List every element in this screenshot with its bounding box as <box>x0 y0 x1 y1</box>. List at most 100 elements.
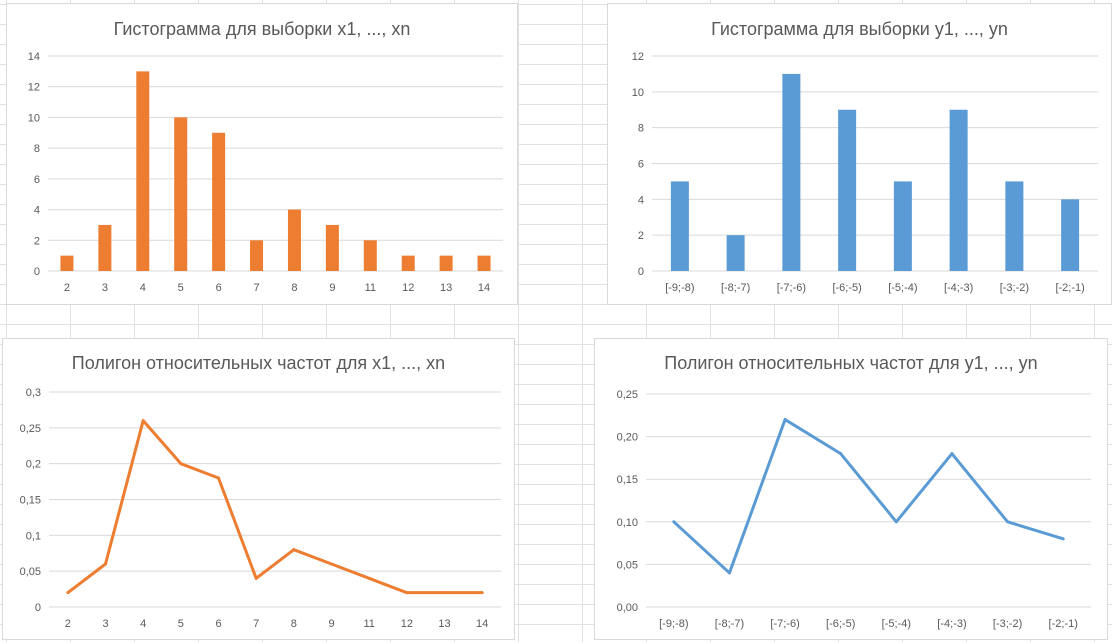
data-point <box>480 591 484 595</box>
x-tick-label: 7 <box>253 618 259 630</box>
polygon-y-plot: 0,00 0,05 0,10 0,15 0,20 0,25 [-9;-8) [-8;-7) [-… <box>617 389 1091 630</box>
x-tick-label: [-4;-3) <box>944 282 973 294</box>
y-tick-label: 0,00 <box>617 602 638 614</box>
x-tick-label: [-3;-2) <box>1000 282 1029 294</box>
data-point <box>141 419 145 423</box>
bar <box>838 109 857 271</box>
series-line <box>66 419 483 595</box>
y-tick-label: 4 <box>34 205 40 217</box>
x-tick-label: [-9;-8) <box>665 282 694 294</box>
y-tick-label: 0,3 <box>26 387 41 399</box>
y-tick-label: 4 <box>638 194 644 206</box>
y-tick-label: 10 <box>28 112 40 124</box>
data-point <box>179 462 183 466</box>
x-tick-label: [-8;-7) <box>721 282 750 294</box>
x-tick-label: [-5;-4) <box>882 618 911 630</box>
polygon-x-chart[interactable]: Полигон относительных частот для x1, ...… <box>2 338 515 640</box>
x-tick-label: 5 <box>178 618 184 630</box>
y-tick-label: 0,15 <box>617 474 638 486</box>
x-tick-label: [-6;-5) <box>826 618 855 630</box>
data-point <box>783 418 787 422</box>
x-tick-label: 12 <box>401 618 413 630</box>
data-point <box>727 571 731 575</box>
bar <box>60 255 74 271</box>
y-tick-label: 8 <box>34 143 40 155</box>
histogram-x-plot: 0 2 4 6 8 10 12 14 2 3 4 5 6 7 8 9 11 12 13 14 <box>28 51 503 294</box>
y-tick-label: 0,15 <box>20 495 41 507</box>
y-tick-label: 0,05 <box>20 566 41 578</box>
y-tick-label: 14 <box>28 51 40 63</box>
chart-title: Гистограмма для выборки y1, ..., yn <box>711 19 1008 39</box>
bar <box>949 109 968 271</box>
bar <box>363 240 377 271</box>
x-tick-label: [-8;-7) <box>715 618 744 630</box>
x-tick-label: 5 <box>178 282 184 294</box>
bar <box>250 240 264 271</box>
data-point <box>330 562 333 566</box>
histogram-x-chart[interactable]: Гистограмма для выборки x1, ..., xn 0 2 4 6… <box>6 3 518 305</box>
x-tick-label: [-3;-2) <box>993 618 1022 630</box>
bar <box>212 132 226 271</box>
y-tick-label: 0,1 <box>26 530 41 542</box>
x-tick-label: 9 <box>329 282 335 294</box>
bar <box>136 71 150 271</box>
data-point <box>217 476 220 480</box>
bar <box>98 224 112 271</box>
bar <box>439 255 453 271</box>
polygon-y-chart[interactable]: Полигон относительных частот для y1, ...… <box>594 338 1108 640</box>
x-tick-label: [-2;-1) <box>1049 618 1078 630</box>
x-tick-label: 2 <box>65 618 71 630</box>
bar <box>1061 199 1080 271</box>
bar <box>325 224 339 271</box>
data-point <box>254 576 258 580</box>
x-tick-label: 11 <box>365 282 376 294</box>
x-tick-label: 13 <box>438 618 450 630</box>
chart-title: Полигон относительных частот для x1, ...… <box>71 353 446 373</box>
data-point <box>405 591 409 595</box>
x-tick-label: [-6;-5) <box>832 282 861 294</box>
data-point <box>104 562 107 566</box>
x-tick-label: [-7;-6) <box>777 282 806 294</box>
x-tick-label: [-9;-8) <box>659 618 688 630</box>
x-tick-label: [-4;-3) <box>937 618 966 630</box>
chart-title: Полигон относительных частот для y1, ...… <box>664 353 1038 373</box>
y-tick-label: 0 <box>34 266 40 278</box>
y-tick-label: 0,25 <box>20 423 41 435</box>
histogram-y-chart[interactable]: Гистограмма для выборки y1, ..., yn 0 2 4 6… <box>607 3 1112 305</box>
x-tick-label: 11 <box>363 618 374 630</box>
x-tick-label: 3 <box>102 282 108 294</box>
x-tick-label: 4 <box>140 282 146 294</box>
bar <box>477 255 491 271</box>
bar <box>1005 181 1024 271</box>
polygon-x-plot: 0 0,05 0,1 0,15 0,2 0,25 0,3 2 3 4 5 6 7 8 9 11 12 13 14 <box>20 387 501 630</box>
y-tick-label: 0,20 <box>617 432 638 444</box>
y-tick-label: 8 <box>638 123 644 135</box>
chart-title: Гистограмма для выборки x1, ..., xn <box>113 19 411 39</box>
y-tick-label: 0,25 <box>617 389 638 401</box>
y-tick-label: 10 <box>632 87 644 99</box>
x-tick-label: 9 <box>328 618 334 630</box>
x-tick-label: [-5;-4) <box>888 282 917 294</box>
y-tick-label: 0,05 <box>617 559 638 571</box>
y-tick-label: 12 <box>28 82 40 94</box>
bar <box>287 209 301 271</box>
data-point <box>367 576 371 580</box>
x-tick-label: 7 <box>253 282 259 294</box>
data-point <box>1061 537 1065 541</box>
x-tick-label: 6 <box>216 282 222 294</box>
data-point <box>894 520 898 524</box>
y-tick-label: 6 <box>34 174 40 186</box>
bar <box>726 235 745 271</box>
x-tick-label: 8 <box>291 282 297 294</box>
y-tick-label: 0,10 <box>617 517 638 529</box>
y-tick-label: 0,2 <box>26 459 41 471</box>
x-tick-label: [-7;-6) <box>770 618 799 630</box>
y-tick-label: 2 <box>638 230 644 242</box>
series-line <box>672 418 1064 575</box>
y-tick-label: 6 <box>638 159 644 171</box>
x-tick-label: 3 <box>102 618 108 630</box>
bar <box>670 181 689 271</box>
data-point <box>950 452 954 456</box>
y-tick-label: 0 <box>638 266 644 278</box>
bar <box>893 181 912 271</box>
